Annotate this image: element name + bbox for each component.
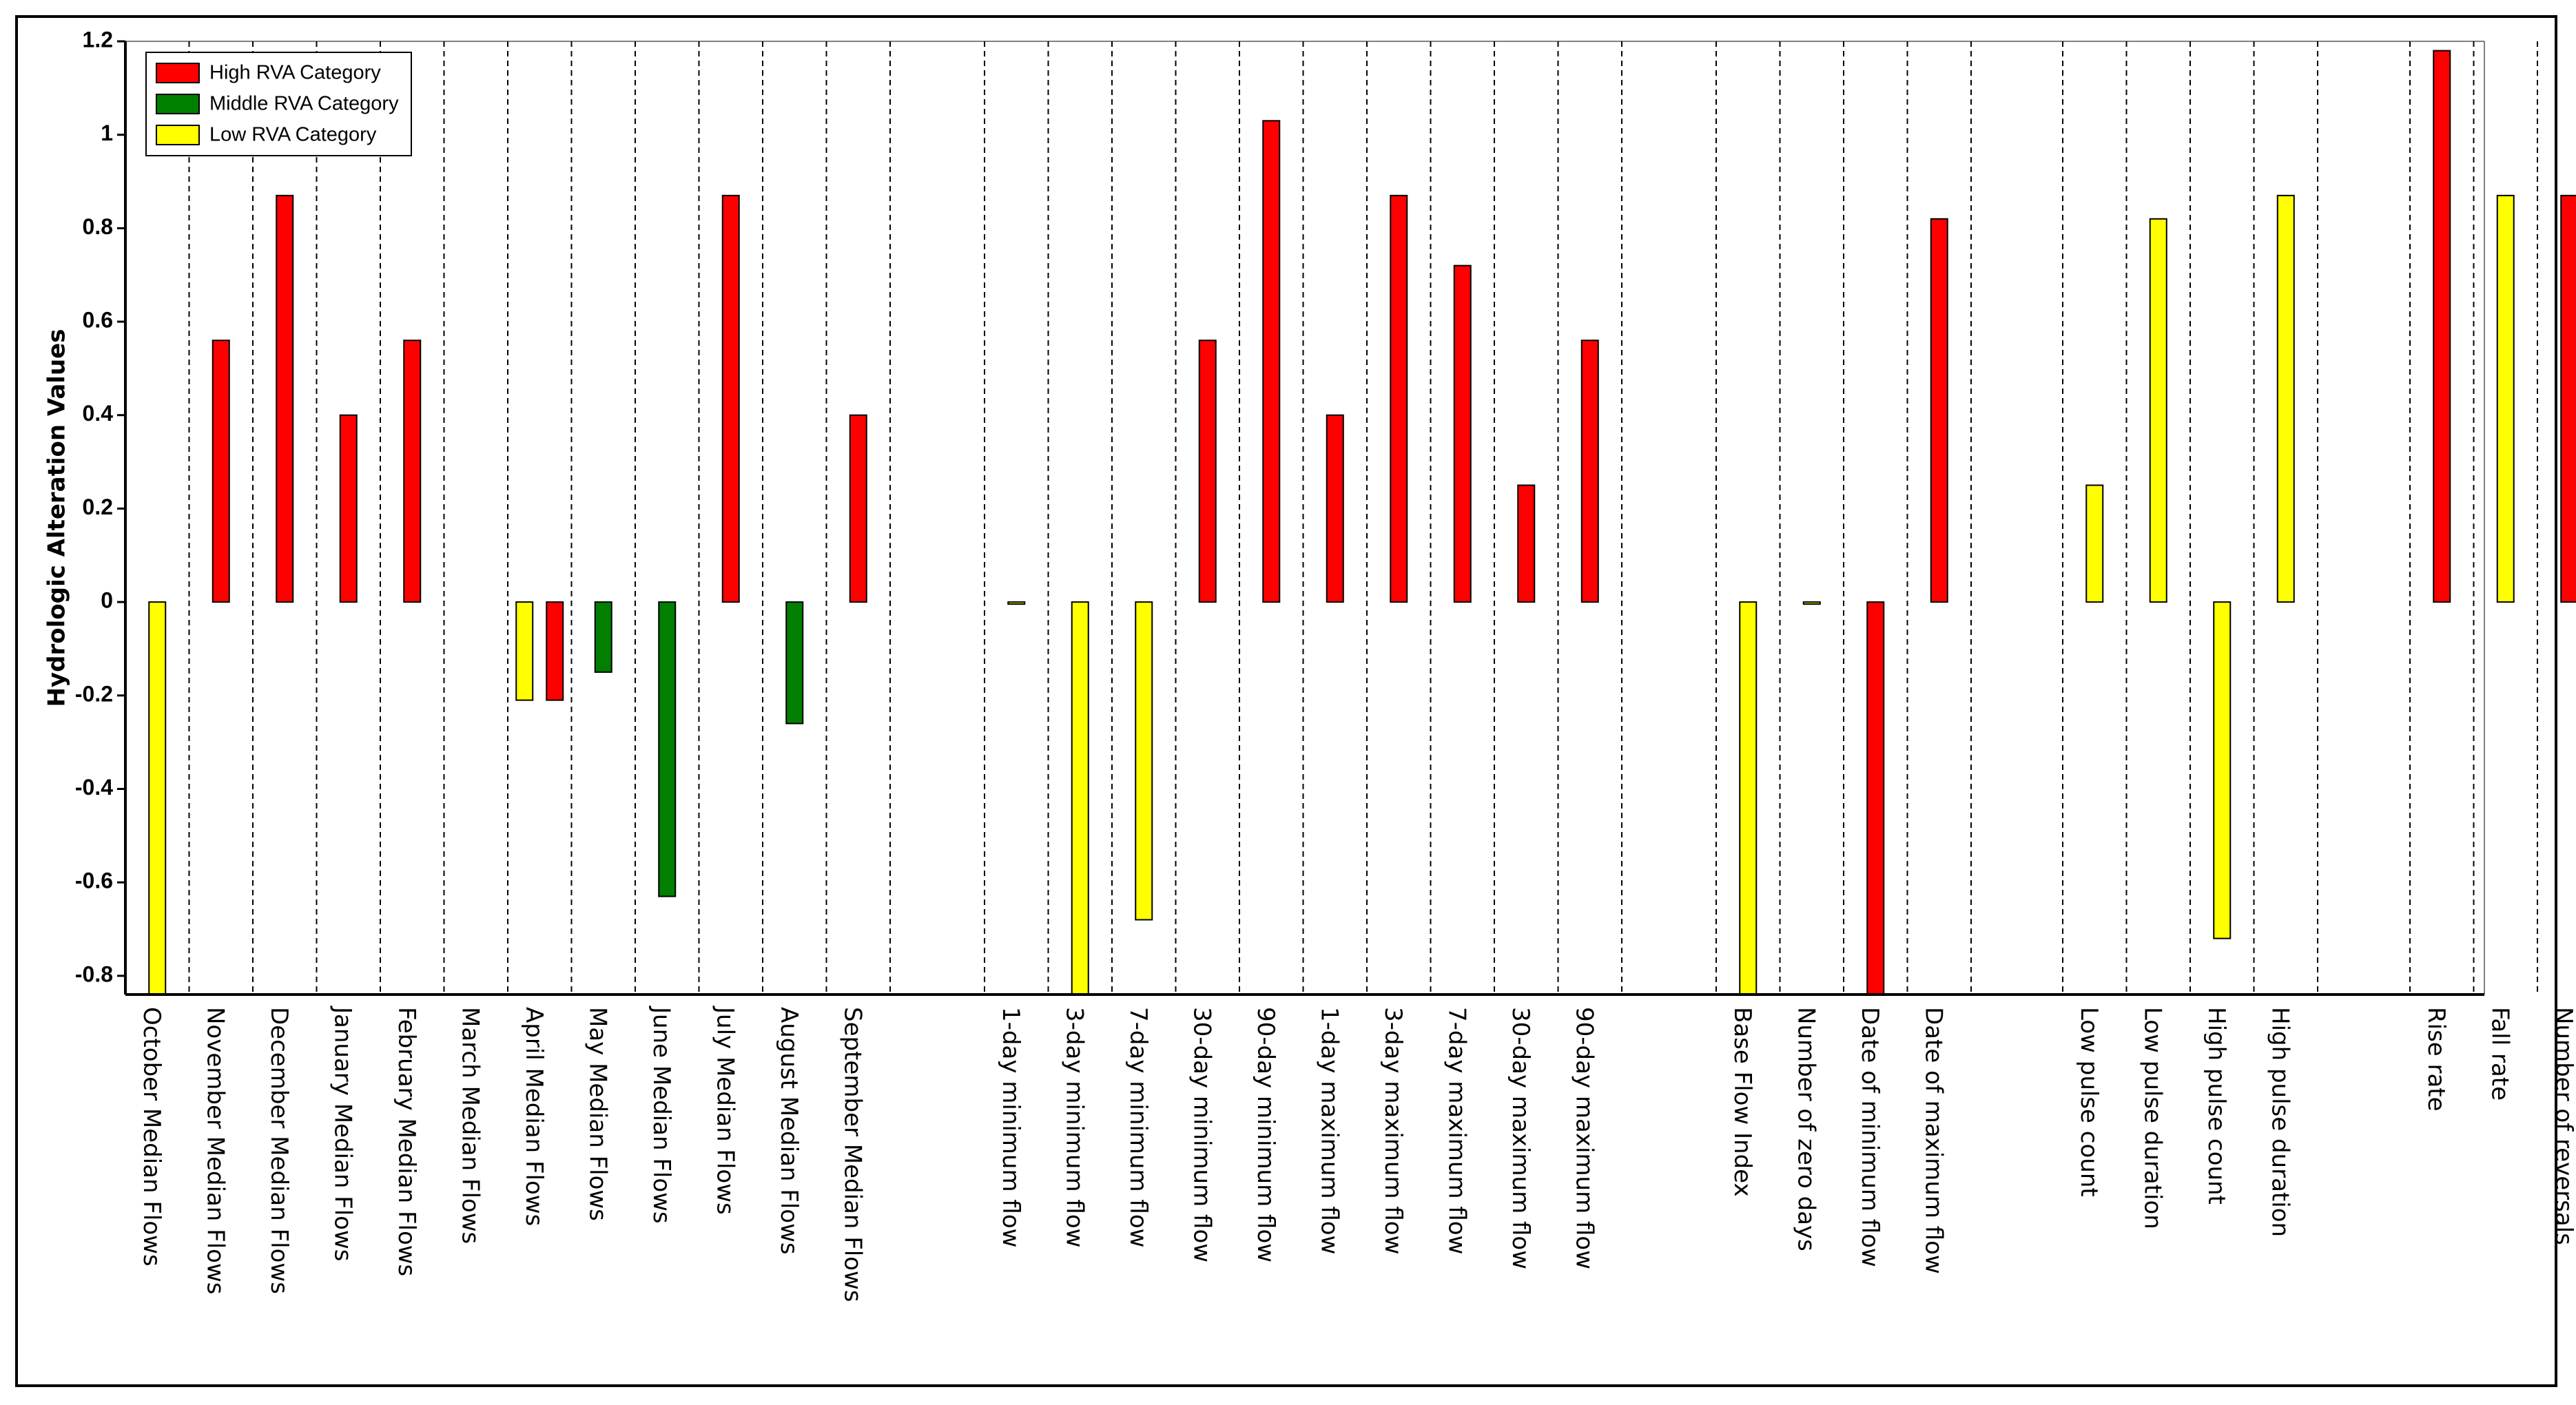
- bar-april-median-flows-high: [546, 601, 564, 701]
- y-tick-label: 1.2: [83, 27, 113, 52]
- bar-90-day-minimum-flow-high: [1262, 120, 1281, 603]
- chart-frame: [15, 15, 2557, 1387]
- category-label: March Median Flows: [456, 1007, 484, 1244]
- category-label: 30-day maximum flow: [1507, 1007, 1534, 1269]
- bar-1-day-minimum-flow-low: [1007, 601, 1026, 605]
- category-label: Date of minimum flow: [1856, 1007, 1884, 1267]
- legend-label: Low RVA Category: [209, 124, 377, 146]
- bar-7-day-minimum-flow-low: [1135, 601, 1153, 921]
- category-label: Low pulse count: [2075, 1007, 2103, 1197]
- y-tick-labels: 1.2 1 0.8 0.6 0.4 0.2 0 -0.2 -0.4 -0.6 -0.8: [75, 27, 125, 986]
- category-label: Low pulse duration: [2139, 1007, 2166, 1229]
- y-tick-label: -0.2: [75, 681, 113, 706]
- category-label: 3-day maximum flow: [1379, 1007, 1407, 1254]
- bar-90-day-maximum-flow-high: [1580, 340, 1599, 603]
- category-label: Rise rate: [2422, 1007, 2450, 1112]
- bar-30-day-maximum-flow-high: [1517, 484, 1536, 603]
- category-label: September Median Flows: [838, 1007, 866, 1302]
- category-label: June Median Flows: [648, 1006, 675, 1224]
- category-label: 30-day minimum flow: [1188, 1007, 1215, 1262]
- bar-7-day-maximum-flow-high: [1453, 264, 1472, 603]
- category-label: 3-day minimum flow: [1060, 1007, 1088, 1247]
- bar-date-of-maximum-flow-high: [1930, 218, 1948, 603]
- category-label: February Median Flows: [393, 1007, 420, 1276]
- category-label: January Median Flows: [329, 1006, 356, 1262]
- y-tick-label: -0.8: [75, 961, 113, 986]
- category-label: August Median Flows: [775, 1007, 803, 1255]
- bar-rise-rate-high: [2433, 50, 2451, 603]
- y-tick-label: -0.4: [75, 775, 113, 800]
- bar-june-median-flows-middle: [658, 601, 677, 897]
- legend-swatch: [156, 125, 200, 145]
- legend-label: Middle RVA Category: [209, 93, 399, 115]
- y-tick-label: 0.4: [83, 401, 114, 426]
- axes: [124, 41, 2485, 996]
- legend-swatch: [156, 94, 200, 114]
- bars: [148, 50, 2576, 995]
- bar-january-median-flows-high: [339, 414, 358, 603]
- bar-base-flow-index-low: [1739, 601, 1758, 995]
- bar-3-day-minimum-flow-low: [1071, 601, 1089, 995]
- bar-november-median-flows-high: [212, 340, 230, 603]
- legend: High RVA Category Middle RVA Category Low …: [145, 52, 412, 156]
- legend-swatch: [156, 63, 200, 83]
- y-tick-label: 0.6: [83, 308, 113, 333]
- y-tick-label: 0: [101, 588, 113, 613]
- category-labels: October Median Flows November Median Flow…: [138, 1006, 2576, 1302]
- category-label: Number of zero days: [1792, 1007, 1820, 1251]
- bar-september-median-flows-high: [849, 414, 867, 603]
- bar-october-median-flows-low: [148, 601, 167, 995]
- bar-number-of-zero-days-low: [1802, 601, 1821, 605]
- category-label: 90-day minimum flow: [1252, 1007, 1279, 1262]
- category-label: High pulse count: [2203, 1007, 2230, 1205]
- category-label: 1-day maximum flow: [1315, 1007, 1343, 1254]
- bar-date-of-minimum-flow-high: [1866, 601, 1885, 995]
- category-label: May Median Flows: [584, 1007, 611, 1221]
- bar-number-of-reversals-high: [2560, 194, 2576, 603]
- bar-april-median-flows-low: [515, 601, 534, 701]
- bar-30-day-minimum-flow-high: [1198, 340, 1217, 603]
- category-label: High pulse duration: [2266, 1007, 2294, 1237]
- bar-3-day-maximum-flow-high: [1390, 194, 1408, 603]
- bar-high-pulse-count-low: [2213, 601, 2232, 939]
- bar-may-median-flows-middle: [594, 601, 612, 673]
- category-label: 7-day minimum flow: [1124, 1007, 1152, 1247]
- separator-lines: [188, 41, 2538, 995]
- category-label: 7-day maximum flow: [1443, 1007, 1470, 1254]
- category-label: 90-day maximum flow: [1570, 1007, 1598, 1269]
- category-label: July Median Flows: [711, 1006, 739, 1215]
- category-label: October Median Flows: [138, 1007, 165, 1267]
- y-tick-label: -0.6: [75, 868, 113, 893]
- bar-fall-rate-low: [2496, 194, 2515, 603]
- category-label: December Median Flows: [265, 1007, 293, 1294]
- category-label: Date of maximum flow: [1919, 1007, 1947, 1274]
- bar-december-median-flows-high: [276, 194, 294, 603]
- legend-label: High RVA Category: [209, 62, 381, 84]
- y-tick-label: 1: [101, 121, 113, 145]
- category-label: 1-day minimum flow: [997, 1007, 1024, 1247]
- y-tick-label: 0.8: [83, 214, 113, 239]
- bar-august-median-flows-middle: [785, 601, 804, 725]
- category-label: Number of reversals: [2550, 1007, 2576, 1245]
- bar-1-day-maximum-flow-high: [1326, 414, 1344, 603]
- bar-low-pulse-duration-low: [2149, 218, 2167, 603]
- bar-july-median-flows-high: [721, 194, 740, 603]
- category-label: Base Flow Index: [1729, 1007, 1756, 1197]
- category-label: April Median Flows: [520, 1007, 548, 1226]
- category-label: November Median Flows: [201, 1007, 229, 1294]
- bar-high-pulse-duration-low: [2276, 194, 2295, 603]
- y-axis-title: Hydrologic Alteration Values: [43, 329, 71, 707]
- bar-february-median-flows-high: [403, 340, 422, 603]
- category-label: Fall rate: [2486, 1007, 2513, 1101]
- bar-low-pulse-count-low: [2085, 484, 2104, 603]
- y-tick-label: 0.2: [83, 495, 113, 519]
